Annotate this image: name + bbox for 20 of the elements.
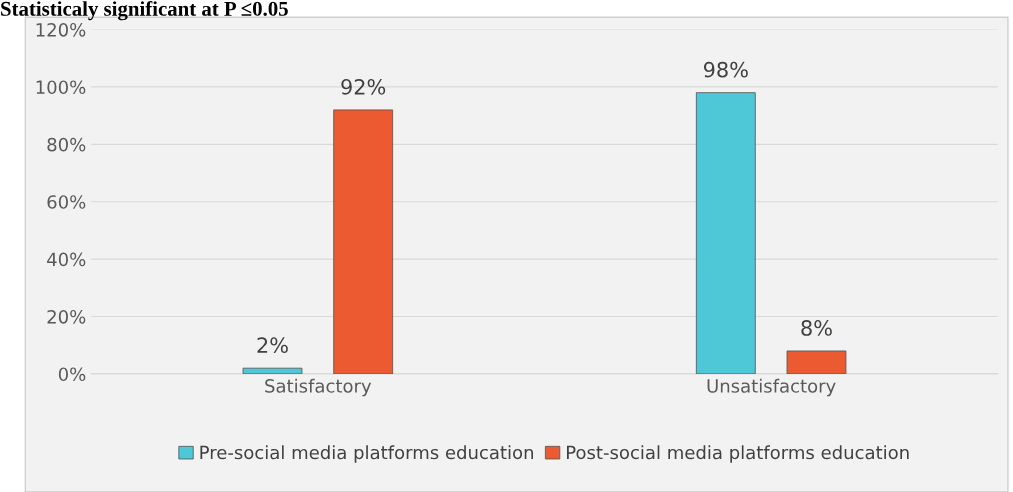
data-label: 92% (341, 78, 386, 95)
chart-title: Statisticaly significant at P ≤0.05 (1, 0, 288, 21)
y-tick-label: 80% (47, 137, 86, 152)
y-tick-label: 120% (36, 22, 86, 37)
y-tick-label: 40% (47, 252, 86, 267)
x-tick-label: Unsatisfactory (707, 378, 836, 397)
data-label: 2% (257, 337, 288, 354)
y-tick-label: 0% (58, 367, 86, 382)
legend-label: Post-social media platforms education (567, 445, 909, 463)
bar (786, 350, 847, 374)
data-label: 8% (801, 320, 832, 336)
data-label: 98% (703, 61, 748, 78)
y-tick-label: 100% (36, 80, 86, 95)
bar (242, 367, 303, 374)
x-tick-label: Satisfactory (265, 378, 372, 397)
y-tick-label: 20% (47, 309, 86, 324)
bar (695, 92, 756, 374)
legend-label: Pre-social media platforms education (200, 445, 534, 463)
bar (333, 109, 394, 374)
y-tick-label: 60% (47, 195, 86, 209)
